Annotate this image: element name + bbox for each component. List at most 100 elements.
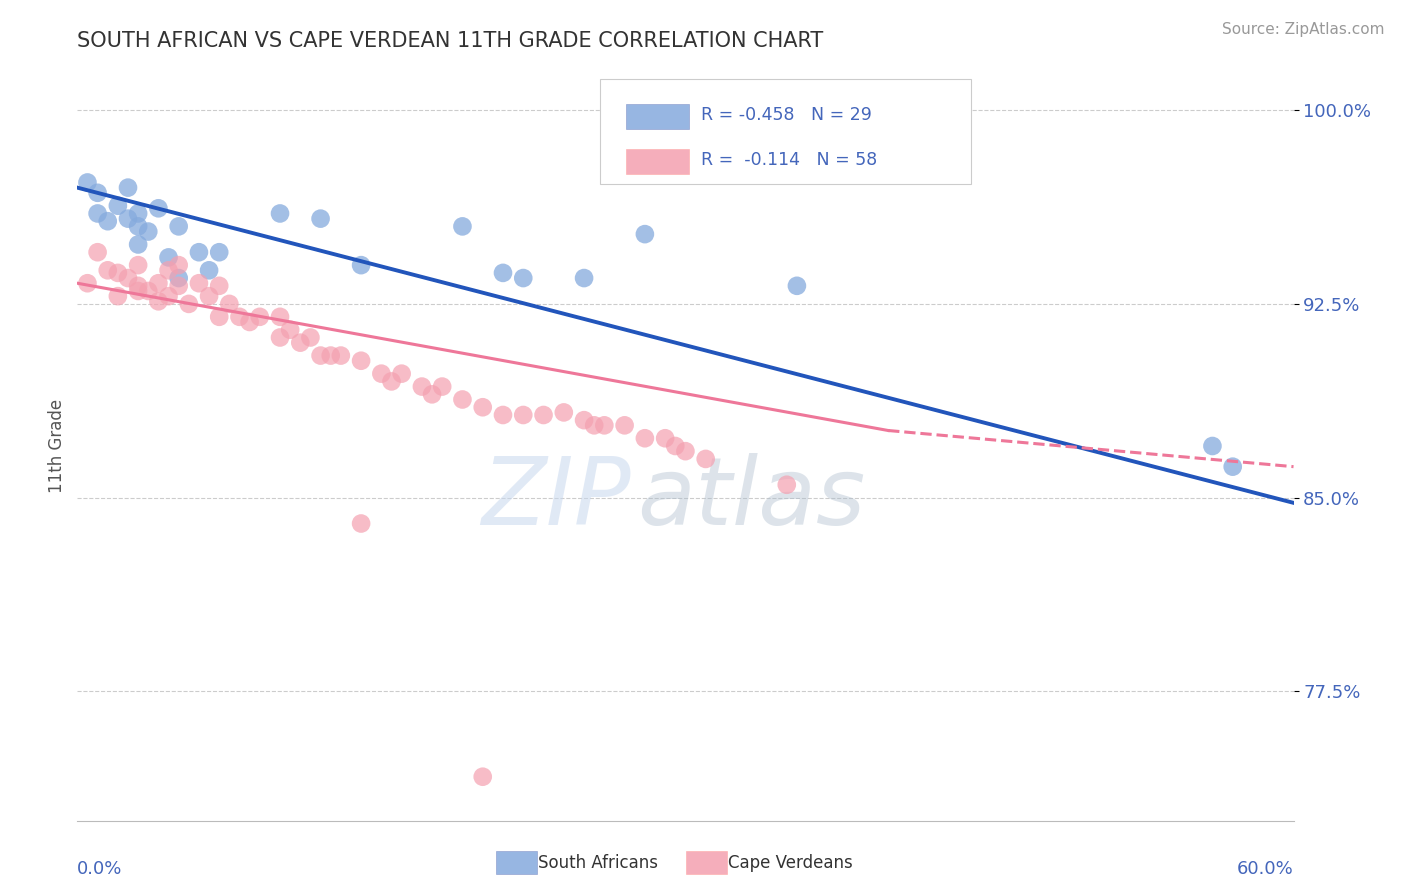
Point	[136, 225, 159, 239]
Point	[695, 451, 717, 466]
FancyBboxPatch shape	[626, 149, 689, 174]
Point	[370, 367, 392, 381]
Point	[350, 353, 373, 368]
Point	[420, 387, 443, 401]
Point	[269, 330, 291, 344]
Text: Source: ZipAtlas.com: Source: ZipAtlas.com	[1222, 22, 1385, 37]
Point	[188, 245, 211, 260]
Point	[198, 289, 221, 303]
Point	[208, 310, 231, 324]
Point	[290, 335, 312, 350]
Point	[634, 227, 657, 241]
Point	[86, 186, 108, 200]
Point	[329, 349, 352, 363]
Text: R = -0.458   N = 29: R = -0.458 N = 29	[702, 106, 872, 124]
Text: ZIP: ZIP	[481, 453, 631, 544]
Point	[127, 258, 149, 272]
Point	[86, 245, 108, 260]
Point	[107, 199, 129, 213]
Point	[228, 310, 250, 324]
Point	[269, 310, 291, 324]
Text: 60.0%: 60.0%	[1237, 860, 1294, 878]
Point	[97, 263, 120, 277]
Point	[512, 408, 534, 422]
Point	[278, 323, 301, 337]
Point	[167, 258, 190, 272]
Point	[249, 310, 271, 324]
Point	[157, 289, 180, 303]
Point	[319, 349, 342, 363]
Point	[148, 277, 170, 291]
Point	[117, 211, 139, 226]
FancyBboxPatch shape	[600, 78, 972, 184]
Point	[167, 219, 190, 234]
Point	[350, 516, 373, 531]
Point	[76, 277, 98, 291]
Point	[512, 271, 534, 285]
Point	[451, 392, 474, 407]
Point	[1201, 439, 1223, 453]
Point	[239, 315, 262, 329]
Point	[157, 251, 180, 265]
Point	[451, 219, 474, 234]
Point	[675, 444, 697, 458]
Point	[148, 294, 170, 309]
Point	[411, 379, 433, 393]
Point	[148, 202, 170, 216]
Point	[117, 271, 139, 285]
Point	[492, 266, 515, 280]
Point	[613, 418, 636, 433]
Point	[299, 330, 322, 344]
Point	[167, 271, 190, 285]
Point	[350, 258, 373, 272]
Text: 0.0%: 0.0%	[77, 860, 122, 878]
Point	[492, 408, 515, 422]
Point	[76, 176, 98, 190]
Point	[127, 278, 149, 293]
Point	[430, 379, 453, 393]
Text: South Africans: South Africans	[538, 854, 658, 871]
Point	[634, 431, 657, 445]
Point	[391, 367, 413, 381]
Text: atlas: atlas	[637, 453, 865, 544]
Point	[309, 349, 332, 363]
Point	[583, 418, 606, 433]
Point	[380, 375, 402, 389]
Point	[107, 289, 129, 303]
Point	[127, 206, 149, 220]
Point	[127, 237, 149, 252]
FancyBboxPatch shape	[626, 103, 689, 129]
Point	[309, 211, 332, 226]
Point	[593, 418, 616, 433]
Y-axis label: 11th Grade: 11th Grade	[48, 399, 66, 493]
Point	[127, 284, 149, 298]
Point	[177, 297, 200, 311]
Point	[107, 266, 129, 280]
Point	[533, 408, 555, 422]
Point	[218, 297, 240, 311]
Point	[664, 439, 686, 453]
Text: Cape Verdeans: Cape Verdeans	[728, 854, 853, 871]
Point	[572, 271, 595, 285]
Point	[1222, 459, 1244, 474]
Point	[776, 477, 799, 491]
Text: SOUTH AFRICAN VS CAPE VERDEAN 11TH GRADE CORRELATION CHART: SOUTH AFRICAN VS CAPE VERDEAN 11TH GRADE…	[77, 31, 824, 51]
Point	[572, 413, 595, 427]
Point	[117, 180, 139, 194]
Point	[208, 278, 231, 293]
Point	[188, 277, 211, 291]
Point	[786, 278, 808, 293]
Point	[471, 401, 494, 415]
Point	[97, 214, 120, 228]
Point	[198, 263, 221, 277]
Point	[157, 263, 180, 277]
Point	[654, 431, 676, 445]
Point	[208, 245, 231, 260]
Point	[471, 770, 494, 784]
Point	[86, 206, 108, 220]
Point	[553, 405, 575, 419]
Point	[127, 219, 149, 234]
Point	[136, 284, 159, 298]
Point	[269, 206, 291, 220]
Text: R =  -0.114   N = 58: R = -0.114 N = 58	[702, 151, 877, 169]
